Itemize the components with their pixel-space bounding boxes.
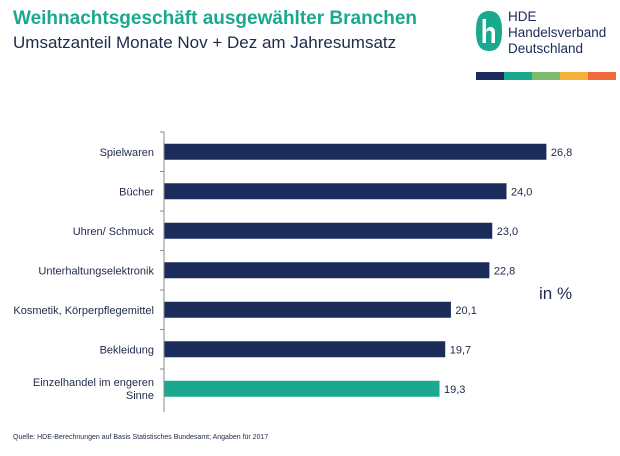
chart-subtitle: Umsatzanteil Monate Nov + Dez am Jahresu… (13, 33, 397, 52)
category-label: Einzelhandel im engeren Sinne (33, 377, 154, 402)
data-label: 22,8 (494, 265, 515, 277)
hde-logo: HDE Handelsverband Deutschland (476, 9, 616, 81)
logo-stripe-5 (588, 72, 616, 80)
logo-stripe-4 (560, 72, 588, 80)
data-label: 19,3 (444, 384, 465, 396)
logo-stripe-2 (504, 72, 532, 80)
logo-line-1: HDE (508, 9, 537, 24)
category-label: Bücher (119, 186, 154, 198)
data-label: 24,0 (511, 186, 532, 198)
bar (164, 262, 490, 279)
unit-label: in % (539, 284, 573, 303)
data-label: 20,1 (455, 305, 476, 317)
data-label: 19,7 (450, 344, 471, 356)
logo-stripe-1 (476, 72, 504, 80)
logo-line-2: Handelsverband (508, 25, 607, 40)
bar (164, 301, 451, 318)
logo-stripe-3 (532, 72, 560, 80)
hde-h-icon (476, 11, 502, 51)
category-label: Spielwaren (100, 147, 154, 159)
bar (164, 341, 446, 358)
data-label: 23,0 (497, 226, 518, 238)
bar (164, 222, 493, 239)
bar (164, 183, 507, 200)
data-label: 26,8 (551, 147, 572, 159)
category-label: Uhren/ Schmuck (73, 226, 155, 238)
chart-title: Weihnachtsgeschäft ausgewählter Branchen (13, 8, 418, 29)
source-note: Quelle: HDE-Berechnungen auf Basis Stati… (13, 434, 269, 441)
bar (164, 380, 440, 397)
category-label: Kosmetik, Körperpflegemittel (13, 305, 154, 317)
category-label: Unterhaltungselektronik (38, 265, 154, 277)
logo-line-3: Deutschland (508, 41, 584, 56)
category-label: Bekleidung (100, 344, 154, 356)
bar (164, 143, 547, 160)
